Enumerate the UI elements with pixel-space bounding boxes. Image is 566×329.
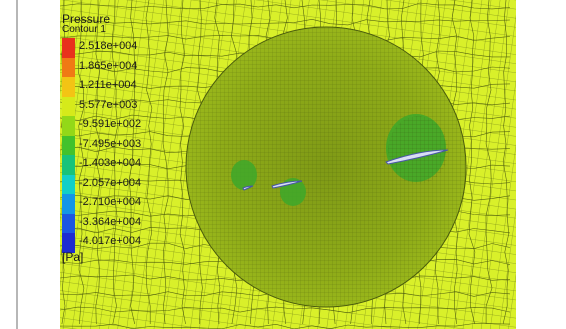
rotor-disk	[185, 26, 467, 308]
legend-title: Pressure	[62, 12, 111, 26]
legend-swatch	[62, 194, 75, 214]
legend-tick-label: -1.403e+004	[79, 157, 142, 169]
pressure-legend: Pressure Contour 1 2.518e+004 1.865e+004 1…	[62, 10, 172, 270]
legend-tick-label: 1.211e+004	[79, 79, 137, 91]
suction-region-left	[231, 160, 257, 190]
legend-tick-label: -7.495e+003	[79, 137, 142, 150]
legend-swatch	[62, 213, 75, 233]
suction-regions	[231, 114, 448, 206]
legend-tick-label: 5.577e+003	[79, 98, 138, 111]
legend-swatch	[62, 155, 75, 175]
legend-swatch	[62, 135, 75, 155]
legend-tick-label: -2.057e+004	[79, 176, 142, 189]
suction-region-right-mesh	[388, 116, 448, 184]
legend-tick-label: -2.710e+004	[79, 196, 142, 208]
legend-swatch	[62, 38, 75, 58]
legend-tick-label: -3.364e+004	[79, 215, 142, 228]
blade-left	[242, 185, 254, 191]
legend-tick-label: -4.017e+004	[79, 235, 142, 247]
legend-tick-label: 1.865e+004	[79, 59, 138, 72]
legend-swatch	[62, 77, 75, 97]
legend-tick-label: -9.591e+002	[79, 118, 142, 130]
legend-swatch	[62, 116, 75, 136]
legend-swatch	[62, 96, 75, 116]
blade-right	[385, 149, 449, 165]
legend-units: [Pa]	[62, 250, 84, 264]
legend-swatch	[62, 57, 75, 77]
legend-subtitle: Contour 1	[62, 24, 106, 35]
legend-tick-label: 2.518e+004	[79, 40, 138, 52]
blades	[242, 149, 449, 191]
legend-swatch	[62, 233, 75, 253]
blade-middle	[271, 180, 303, 189]
legend-swatch	[62, 174, 75, 194]
